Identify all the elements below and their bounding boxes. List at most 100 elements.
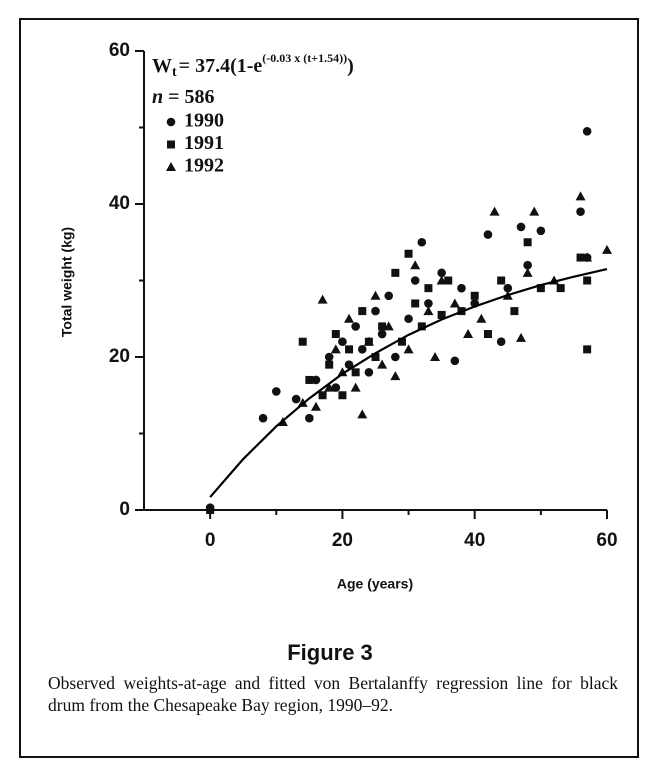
point — [318, 391, 327, 400]
point — [575, 191, 586, 201]
point — [483, 230, 493, 239]
point — [483, 330, 492, 339]
eq-middle: = 37.4(1-e — [179, 55, 263, 77]
point — [344, 313, 355, 323]
point — [437, 310, 446, 319]
point — [291, 394, 301, 404]
point — [602, 244, 612, 254]
point — [497, 276, 506, 285]
point — [331, 383, 341, 392]
point — [371, 306, 380, 316]
point — [536, 284, 545, 293]
equation: Wt = 37.4(1-e(-0.03 x (t+1.54))) — [152, 51, 354, 80]
point — [310, 401, 321, 411]
point — [417, 237, 427, 247]
point — [317, 294, 328, 304]
legend-label: 1990 — [184, 110, 224, 132]
point — [325, 360, 334, 369]
point — [496, 337, 506, 347]
point — [351, 322, 360, 331]
point — [166, 162, 176, 171]
point — [476, 313, 487, 323]
point — [377, 359, 388, 369]
point — [258, 413, 268, 423]
point — [364, 368, 374, 377]
point — [324, 352, 334, 362]
x-tick-label: 60 — [596, 530, 617, 551]
legend-label: 1992 — [184, 155, 224, 177]
point — [271, 387, 281, 396]
point — [463, 329, 474, 339]
point — [167, 140, 175, 149]
point — [404, 249, 413, 258]
point — [444, 276, 453, 285]
point — [470, 291, 479, 300]
point — [324, 382, 335, 392]
point — [337, 367, 348, 377]
point — [436, 275, 447, 285]
point — [331, 330, 340, 339]
point — [582, 127, 592, 136]
eq-superscript: (-0.03 x (t+1.54)) — [262, 51, 347, 65]
point — [536, 226, 546, 236]
figure-frame — [19, 18, 639, 758]
point — [404, 314, 413, 324]
point — [403, 344, 414, 354]
point — [206, 506, 215, 514]
point — [583, 276, 592, 285]
point — [457, 283, 466, 293]
point — [358, 307, 367, 316]
point — [423, 306, 434, 316]
point — [377, 329, 387, 339]
point — [437, 268, 446, 278]
point — [311, 375, 321, 385]
point — [410, 276, 420, 285]
point — [390, 371, 401, 381]
point — [351, 368, 360, 377]
point — [503, 283, 513, 293]
point — [298, 337, 307, 346]
point — [522, 267, 533, 277]
eq-base: W — [152, 55, 172, 77]
point — [378, 322, 387, 331]
point — [371, 353, 380, 361]
n-label: n = 586 — [152, 86, 215, 108]
point — [556, 284, 565, 293]
point — [510, 307, 519, 316]
point — [166, 117, 176, 127]
figure-caption: Observed weights-at-age and fitted von B… — [48, 673, 618, 715]
x-tick-label: 0 — [205, 530, 216, 551]
point — [391, 352, 400, 362]
figure-title: Figure 3 — [287, 640, 373, 665]
eq-subscript: t — [172, 65, 177, 80]
point — [338, 391, 347, 400]
point — [305, 413, 314, 423]
point — [345, 345, 354, 354]
point — [410, 260, 421, 270]
point — [516, 332, 527, 342]
point — [391, 268, 400, 277]
point — [397, 337, 406, 346]
point — [383, 321, 394, 331]
point — [450, 356, 460, 366]
point — [576, 253, 585, 262]
x-tick-label: 40 — [464, 530, 485, 551]
point — [424, 284, 433, 293]
point — [357, 345, 367, 354]
point — [576, 207, 585, 216]
x-axis-label: Age (years) — [337, 576, 413, 592]
point — [384, 291, 394, 301]
point — [344, 360, 354, 369]
chart: Age (years) Total weight (kg) Wt = 37.4(1… — [59, 40, 618, 592]
x-tick-label: 20 — [332, 530, 353, 551]
point — [417, 322, 426, 331]
point — [516, 222, 526, 232]
point — [411, 299, 420, 308]
point — [305, 375, 314, 384]
y-axis-label: Total weight (kg) — [59, 227, 75, 337]
point — [489, 206, 500, 216]
point — [370, 290, 381, 300]
y-tick-label: 0 — [119, 499, 130, 520]
point — [583, 345, 592, 354]
